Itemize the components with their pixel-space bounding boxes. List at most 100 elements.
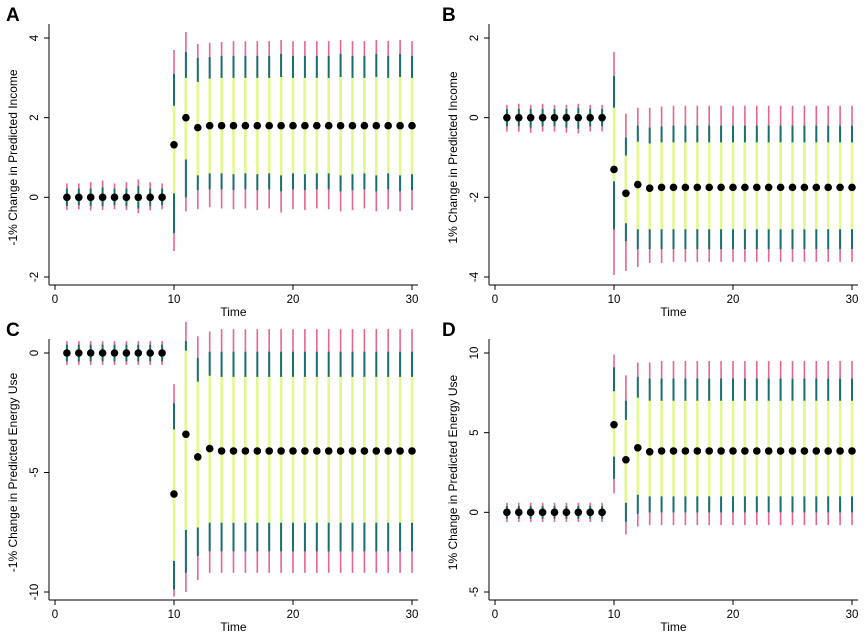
ci-bar-t24 — [336, 329, 345, 573]
estimate-point — [753, 447, 761, 455]
ci-bar-t26 — [360, 329, 369, 573]
ci-bar-t30 — [408, 41, 416, 211]
y-tick-label: 0 — [29, 350, 41, 356]
estimate-point — [574, 113, 583, 122]
ci-bar-t13 — [205, 331, 214, 573]
estimate-point — [753, 183, 761, 192]
ci-bar-t17 — [693, 105, 702, 262]
ci-bar-t5 — [110, 183, 119, 210]
estimate-point — [241, 447, 250, 455]
ci-bar-t16 — [241, 329, 250, 573]
ci-bar-t9 — [598, 502, 606, 522]
x-tick-label: 0 — [492, 294, 498, 306]
ci-bar-t19 — [277, 329, 285, 573]
estimate-point — [360, 447, 369, 455]
estimate-point — [63, 349, 71, 357]
ci-bar-t21 — [301, 329, 309, 573]
x-tick-label: 20 — [287, 609, 300, 621]
ci-bar-t6 — [122, 341, 131, 365]
x-axis-title: Time — [220, 305, 247, 319]
ci-bar-t1 — [63, 341, 71, 365]
ci-bar-t11 — [182, 32, 190, 212]
y-tick-label: 10 — [469, 347, 481, 360]
x-tick-label: 0 — [52, 294, 58, 306]
estimate-point — [729, 447, 737, 455]
ci-bar-t2 — [515, 103, 523, 132]
ci-bar-t5 — [550, 502, 559, 522]
estimate-point — [634, 180, 642, 189]
ci-bar-t23 — [324, 329, 333, 573]
ci-bar-t24 — [776, 105, 785, 262]
ci-bar-t6 — [562, 104, 571, 133]
ci-bar-t2 — [75, 183, 83, 210]
ci-bar-t23 — [324, 41, 333, 210]
ci-bar-t25 — [348, 41, 357, 211]
estimate-point — [836, 447, 844, 455]
estimate-point — [229, 447, 238, 455]
ci-bar-t27 — [812, 360, 821, 526]
x-tick-label: 0 — [492, 609, 498, 621]
ci-bar-t21 — [741, 360, 749, 526]
ci-bar-t14 — [657, 106, 666, 264]
estimate-point — [336, 447, 345, 455]
estimate-point — [324, 447, 333, 455]
estimate-point — [301, 447, 309, 455]
estimate-point — [824, 183, 832, 192]
estimate-point — [170, 490, 178, 498]
estimate-point — [717, 447, 725, 455]
estimate-point — [538, 508, 547, 517]
ci-bar-t15 — [229, 41, 238, 210]
x-tick-label: 10 — [608, 294, 621, 306]
ci-bar-t13 — [645, 362, 654, 526]
estimate-point — [657, 447, 666, 455]
x-axis-title: Time — [220, 620, 247, 634]
estimate-point — [182, 430, 190, 439]
estimate-point — [348, 447, 357, 455]
ci-bar-t10 — [610, 354, 618, 494]
estimate-point — [217, 447, 226, 455]
estimate-point — [158, 349, 166, 357]
ci-bar-t7 — [134, 341, 143, 365]
estimate-point — [681, 447, 690, 455]
estimate-point — [396, 447, 404, 455]
ci-bar-t28 — [824, 360, 832, 526]
ci-bar-t3 — [526, 502, 535, 522]
estimate-point — [408, 121, 416, 130]
x-tick-label: 0 — [52, 609, 58, 621]
ci-bar-t4 — [538, 103, 547, 132]
ci-bar-t2 — [515, 502, 523, 522]
ci-bar-t1 — [503, 104, 511, 132]
estimate-point — [384, 121, 393, 130]
ci-bar-t22 — [313, 329, 321, 573]
estimate-point — [289, 447, 297, 455]
ci-bar-t29 — [836, 105, 844, 262]
ci-bar-t2 — [75, 341, 83, 365]
panel-letter: B — [442, 5, 456, 26]
estimate-point — [313, 447, 321, 455]
ci-bar-t16 — [681, 360, 690, 526]
estimate-point — [515, 113, 523, 122]
estimate-point — [265, 447, 274, 455]
estimate-point — [681, 183, 690, 192]
ci-bar-t13 — [645, 107, 654, 264]
ci-bar-t17 — [253, 41, 262, 211]
y-tick-label: 2 — [29, 114, 41, 120]
estimate-point — [503, 508, 511, 517]
estimate-point — [669, 447, 678, 455]
estimate-point — [170, 140, 178, 149]
x-tick-label: 20 — [727, 609, 740, 621]
y-tick-label: 0 — [469, 114, 481, 120]
estimate-point — [396, 121, 404, 130]
ci-bar-t11 — [622, 375, 630, 535]
x-tick-label: 10 — [608, 609, 621, 621]
ci-bar-t8 — [586, 104, 594, 132]
estimate-point — [194, 123, 202, 132]
estimate-point — [98, 193, 107, 202]
estimate-point — [610, 165, 618, 174]
estimate-point — [705, 447, 713, 455]
estimate-point — [562, 508, 571, 517]
ci-bar-t20 — [729, 105, 737, 262]
estimate-point — [265, 121, 274, 130]
panel-letter: D — [442, 320, 456, 341]
